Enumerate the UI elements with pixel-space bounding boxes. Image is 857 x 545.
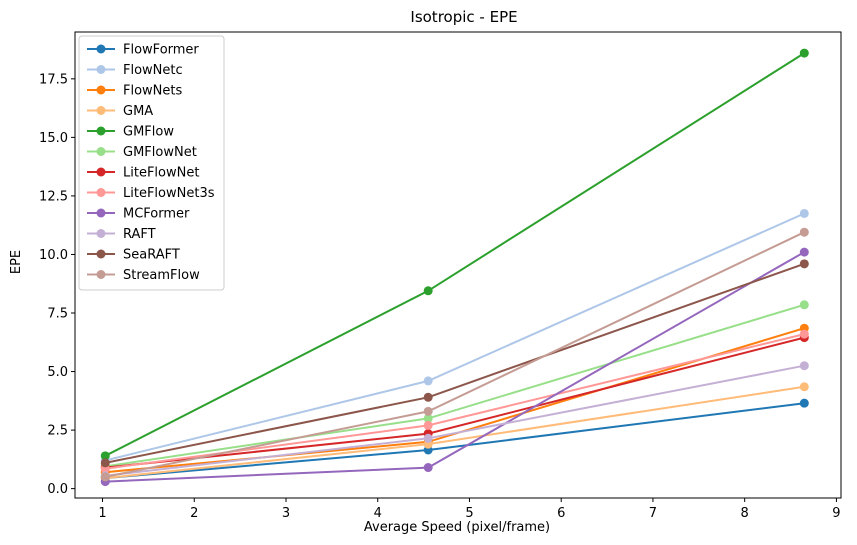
legend-marker-gma	[96, 106, 106, 115]
legend-label-gmflownet: GMFlowNet	[123, 145, 197, 160]
data-point-flownetc-2	[799, 208, 809, 218]
series-line-raft	[105, 364, 805, 477]
legend-label-gmflow: GMFlow	[123, 125, 174, 140]
legend-label-liteflownet3s: LiteFlowNet3s	[123, 186, 215, 201]
legend-marker-liteflownet	[96, 167, 106, 177]
data-point-streamflow-0	[100, 472, 110, 482]
data-point-searaft-1	[423, 392, 433, 402]
data-point-streamflow-2	[799, 227, 809, 237]
data-point-mcformer-2	[799, 247, 809, 257]
x-tick-label: 5	[465, 506, 473, 521]
y-tick-label: 10.0	[39, 248, 68, 263]
data-point-gmflow-2	[799, 48, 809, 58]
legend-label-streamflow: StreamFlow	[123, 268, 200, 283]
x-tick-label: 3	[282, 506, 290, 521]
y-tick-label: 15.0	[39, 131, 68, 146]
legend-label-mcformer: MCFormer	[123, 207, 190, 222]
legend-label-liteflownet: LiteFlowNet	[123, 166, 199, 181]
legend-marker-mcformer	[96, 208, 106, 218]
legend-label-gma: GMA	[123, 104, 153, 119]
legend-box	[78, 35, 225, 291]
data-point-liteflownet3s-2	[799, 329, 809, 339]
x-tick-label: 8	[741, 506, 749, 521]
y-tick-label: 17.5	[39, 72, 68, 87]
legend: FlowFormer FlowNetc FlowNets GMA GMFlow GMFlo…	[78, 35, 225, 291]
legend-marker-flownets	[96, 85, 106, 95]
x-tick-label: 2	[190, 506, 198, 521]
legend-marker-streamflow	[96, 270, 106, 279]
data-point-liteflownet3s-1	[423, 420, 433, 430]
x-tick-label: 1	[98, 506, 106, 521]
data-point-mcformer-1	[423, 463, 433, 473]
x-tick-label: 6	[557, 506, 565, 521]
data-point-gmflow-0	[100, 451, 110, 461]
legend-marker-flownetc	[96, 65, 106, 74]
legend-label-raft: RAFT	[123, 227, 156, 242]
data-point-gmflownet-1	[423, 413, 433, 423]
legend-label-searaft: SeaRAFT	[123, 248, 180, 263]
legend-marker-flowformer	[96, 44, 106, 54]
y-tick-label: 7.5	[47, 307, 68, 322]
data-point-streamflow-1	[423, 406, 433, 416]
data-point-searaft-2	[799, 259, 809, 269]
plot-frame	[74, 31, 842, 499]
data-point-searaft-0	[100, 458, 110, 468]
y-tick-label: 2.5	[47, 424, 68, 439]
data-point-gmflownet-2	[799, 300, 809, 310]
legend-label-flownets: FlowNets	[123, 84, 182, 99]
data-point-flownetc-1	[423, 376, 433, 386]
data-point-raft-2	[799, 361, 809, 371]
x-tick-label: 4	[374, 506, 382, 521]
y-tick-label: 12.5	[39, 189, 68, 204]
y-tick-label: 5.0	[47, 365, 68, 380]
legend-marker-liteflownet3s	[96, 188, 106, 197]
data-point-gmflow-1	[423, 286, 433, 296]
data-point-raft-1	[423, 433, 433, 443]
legend-marker-gmflow	[96, 126, 106, 136]
x-tick-label: 9	[832, 506, 840, 521]
data-point-flowformer-2	[799, 398, 809, 408]
y-tick-label: 0.0	[47, 482, 68, 497]
legend-label-flownetc: FlowNetc	[123, 63, 183, 78]
x-tick-label: 7	[649, 506, 657, 521]
axes: 1 2 3 4 5 6 7 8 9 0.0 2.5 5.0 7.5 10.0 12.5 15.0 17.5	[39, 31, 842, 521]
legend-label-flowformer: FlowFormer	[123, 43, 199, 58]
plot-lines	[100, 48, 809, 487]
chart-title: Isotropic - EPE	[410, 8, 517, 26]
legend-marker-gmflownet	[96, 147, 106, 156]
data-point-gma-2	[799, 382, 809, 392]
y-axis-label: EPE	[9, 250, 24, 274]
legend-marker-raft	[96, 229, 106, 238]
x-axis-label: Average Speed (pixel/frame)	[364, 520, 550, 535]
legend-marker-searaft	[96, 249, 106, 259]
